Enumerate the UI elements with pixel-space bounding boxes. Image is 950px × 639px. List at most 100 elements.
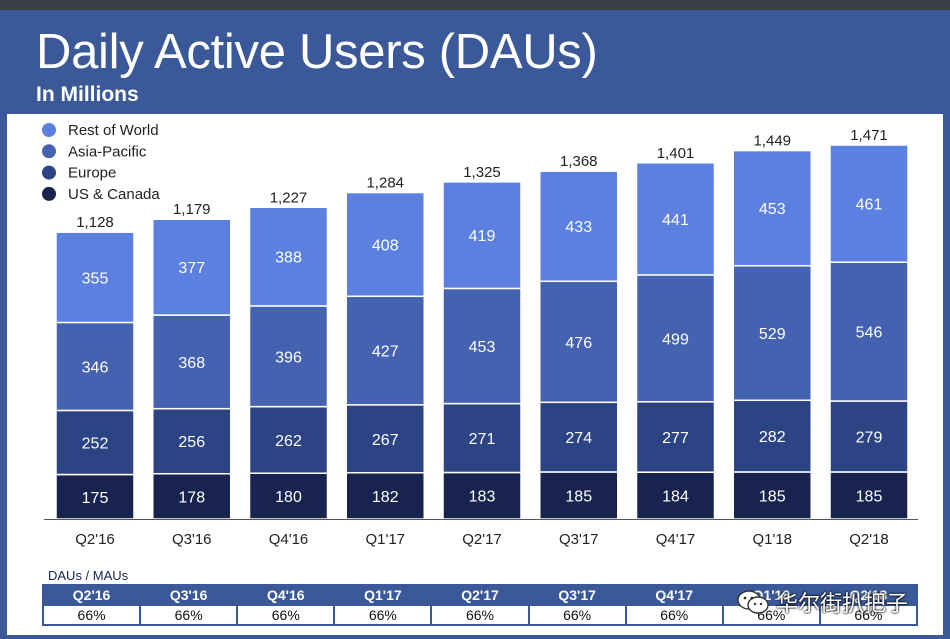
- watermark-text: 华尔街扒把子: [776, 591, 909, 616]
- data-label: 274: [565, 430, 592, 447]
- bar-segment-us-canada: [55, 473, 135, 520]
- data-label: 346: [82, 359, 109, 376]
- bar-segment-europe: [152, 407, 232, 475]
- bar-segment-us-canada: [442, 471, 522, 520]
- data-label: 377: [178, 260, 205, 277]
- data-label: 185: [759, 488, 786, 505]
- bar-segment-rest-of-world: [635, 162, 716, 276]
- bar-segment-rest-of-world: [829, 144, 909, 263]
- bar-segment-asia-pacific: [829, 261, 909, 402]
- dau-mau-quarter-cell: Q4'16: [236, 584, 336, 606]
- bar-segment-rest-of-world: [539, 170, 619, 283]
- legend-swatch: [42, 186, 56, 201]
- slide-border-bottom: [0, 635, 950, 639]
- data-label: 279: [856, 429, 883, 446]
- data-label: 185: [565, 488, 592, 505]
- bar-segment-us-canada: [152, 472, 232, 520]
- data-label: 453: [759, 201, 786, 218]
- bar-segment-europe: [55, 409, 135, 476]
- bar-segment-rest-of-world: [55, 231, 135, 324]
- slide-border-left: [0, 114, 7, 639]
- legend-label: Rest of World: [68, 122, 159, 139]
- data-label: 441: [662, 212, 689, 229]
- data-label: 476: [565, 335, 592, 352]
- bar-segment-asia-pacific: [248, 305, 329, 408]
- dau-mau-quarter-cell: Q2'16: [41, 584, 142, 606]
- data-label: 182: [372, 489, 399, 506]
- total-label: 1,471: [850, 127, 888, 144]
- slide-border-right: [943, 114, 950, 639]
- bar-segment-europe: [732, 399, 812, 473]
- dau-mau-quarter-cell: Q3'17: [527, 584, 627, 606]
- dau-mau-value-cell: 66%: [818, 604, 919, 626]
- dau-mau-quarter-cell: Q1'17: [333, 584, 433, 606]
- bar-segment-asia-pacific: [635, 274, 716, 403]
- bar-segment-asia-pacific: [55, 321, 135, 412]
- bar-segment-rest-of-world: [345, 191, 425, 298]
- page-subtitle: In Millions: [36, 83, 139, 106]
- bar-segment-rest-of-world: [442, 181, 522, 290]
- total-label: 1,325: [463, 164, 501, 181]
- bar-segment-asia-pacific: [732, 265, 812, 402]
- data-label: 282: [759, 429, 786, 446]
- data-label: 433: [565, 219, 592, 236]
- dau-mau-value-cell: 66%: [139, 604, 239, 626]
- legend-label: Asia-Pacific: [68, 143, 147, 160]
- bar-segment-europe: [345, 404, 425, 474]
- data-label: 178: [178, 489, 205, 506]
- data-label: 185: [856, 488, 883, 505]
- bar-segment-rest-of-world: [732, 149, 812, 267]
- data-label: 396: [275, 349, 302, 366]
- x-tick-label: Q2'16: [75, 531, 115, 548]
- wechat-icon: [737, 590, 769, 614]
- dau-mau-quarter-row: Q2'16 Q3'16 Q4'16 Q1'17 Q2'17 Q3'17 Q4'1…: [41, 584, 919, 606]
- data-label: 183: [469, 489, 496, 506]
- dau-mau-value-cell: 66%: [41, 604, 142, 626]
- data-label: 271: [469, 431, 496, 448]
- dau-mau-quarter-cell: Q2'18: [818, 584, 919, 606]
- x-tick-label: Q3'17: [559, 531, 599, 548]
- data-label: 277: [662, 430, 689, 447]
- x-tick-label: Q2'17: [462, 531, 502, 548]
- data-label: 184: [662, 489, 689, 506]
- page-title: Daily Active Users (DAUs): [36, 25, 598, 79]
- data-label: 175: [82, 490, 109, 507]
- bar-segment-europe: [635, 401, 716, 473]
- data-label: 408: [372, 237, 399, 254]
- data-label: 355: [82, 270, 109, 287]
- legend-label: Europe: [68, 165, 116, 182]
- x-tick-label: Q1'18: [752, 531, 792, 548]
- bar-segment-asia-pacific: [345, 295, 425, 406]
- dau-mau-quarter-cell: Q2'17: [430, 584, 530, 606]
- data-label: 546: [856, 325, 883, 342]
- legend-swatch: [42, 123, 56, 137]
- data-label: 252: [82, 435, 109, 452]
- total-label: 1,284: [366, 175, 404, 192]
- x-tick-label: Q4'16: [269, 531, 309, 548]
- dau-mau-caption: DAUs / MAUs: [48, 568, 129, 583]
- dau-mau-quarter-cell: Q4'17: [624, 584, 724, 606]
- x-tick-label: Q2'18: [849, 531, 889, 548]
- data-label: 256: [178, 434, 205, 451]
- dau-mau-value-cell: 66%: [333, 604, 433, 626]
- bar-segment-asia-pacific: [152, 314, 232, 410]
- data-label: 499: [662, 331, 689, 348]
- total-label: 1,449: [753, 133, 791, 150]
- data-label: 388: [275, 250, 302, 267]
- bar-segment-europe: [539, 401, 619, 473]
- total-label: 1,128: [76, 214, 114, 231]
- data-label: 529: [759, 326, 786, 343]
- legend-label: US & Canada: [68, 186, 160, 203]
- bar-segment-europe: [248, 405, 329, 474]
- legend-swatch: [42, 144, 56, 159]
- data-label: 419: [469, 228, 496, 245]
- legend-swatch: [42, 165, 56, 180]
- dau-mau-quarter-cell: Q3'16: [139, 584, 239, 606]
- x-tick-label: Q4'17: [656, 531, 696, 548]
- dau-mau-value-cell: 66%: [527, 604, 627, 626]
- bar-segment-europe: [442, 402, 522, 474]
- data-label: 461: [856, 197, 883, 214]
- bar-segment-rest-of-world: [248, 206, 329, 307]
- bar-segment-us-canada: [345, 471, 425, 520]
